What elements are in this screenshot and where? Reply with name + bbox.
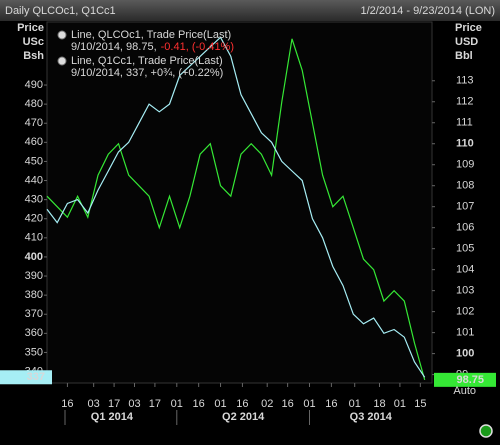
x-tick-label: 16 bbox=[61, 398, 73, 410]
y-tick-label: 430 bbox=[25, 194, 43, 206]
quarter-label: Q1 2014 bbox=[91, 411, 134, 423]
y-tick-label: 470 bbox=[25, 117, 43, 129]
y2-tick-label: 111 bbox=[456, 117, 473, 129]
y2-tick-label: 105 bbox=[456, 243, 474, 255]
y2-tick-label: 104 bbox=[456, 264, 474, 276]
y2-axis-title: Bbl bbox=[455, 50, 473, 62]
y2-tick-label: 112 bbox=[456, 96, 474, 108]
y-tick-label: 370 bbox=[25, 308, 43, 320]
x-tick-label: 01 bbox=[303, 398, 315, 410]
y2-tick-label: 100 bbox=[456, 348, 474, 360]
y-tick-label: 450 bbox=[25, 155, 43, 167]
x-tick-label: 01 bbox=[214, 398, 226, 410]
y-tick-label: 480 bbox=[25, 98, 43, 110]
y-tick-label: 390 bbox=[25, 270, 43, 282]
quarter-label: Q2 2014 bbox=[222, 411, 265, 423]
plot-area bbox=[46, 21, 433, 384]
y2-tick-label: 110 bbox=[456, 138, 474, 150]
series-line bbox=[46, 38, 426, 381]
x-tick-label: 16 bbox=[282, 398, 294, 410]
y2-tick-label: 113 bbox=[456, 75, 474, 87]
legend-entry: Line, Q1Cc1, Trade Price(Last) bbox=[71, 55, 223, 67]
last-value-label: 98.75 bbox=[456, 374, 484, 386]
last-value-box bbox=[434, 372, 496, 387]
legend-icon bbox=[57, 56, 67, 66]
y2-tick-label: 103 bbox=[456, 285, 474, 297]
x-tick-label: 01 bbox=[394, 398, 406, 410]
quarter-label: Q3 2014 bbox=[350, 411, 393, 423]
x-tick-label: 15 bbox=[414, 398, 426, 410]
y-tick-label: 410 bbox=[25, 232, 43, 244]
y2-tick-label: 106 bbox=[456, 222, 474, 234]
x-tick-label: 03 bbox=[128, 398, 140, 410]
last-value-label: 337 bbox=[27, 371, 45, 383]
y2-tick-label: 101 bbox=[456, 327, 474, 339]
x-tick-label: 16 bbox=[236, 398, 248, 410]
header-bar bbox=[0, 0, 500, 21]
y2-tick-label: 109 bbox=[456, 159, 474, 171]
y2-tick-label: 108 bbox=[456, 180, 474, 192]
y-tick-label: 420 bbox=[25, 213, 43, 225]
y-tick-label: 380 bbox=[25, 289, 43, 301]
legend-detail: 9/10/2014, 98.75, -0.41, (-0.41%) bbox=[71, 41, 234, 53]
y-tick-label: 360 bbox=[25, 327, 43, 339]
y2-tick-label: 102 bbox=[456, 306, 474, 318]
y-tick-label: 490 bbox=[25, 79, 43, 91]
legend-detail: 9/10/2014, 337, +0¾, (+0.22%) bbox=[71, 67, 223, 79]
x-tick-label: 03 bbox=[88, 398, 100, 410]
legend-entry: Line, QLCOc1, Trade Price(Last) bbox=[71, 29, 231, 41]
y-tick-label: 350 bbox=[25, 346, 43, 358]
y-axis-title: Bsh bbox=[23, 50, 44, 62]
legend-change: -0.41, (-0.41%) bbox=[161, 41, 234, 53]
chart-title: Daily QLCOc1, Q1Cc1 bbox=[5, 5, 116, 17]
y2-axis-title: Price bbox=[455, 22, 482, 34]
y-axis-title: USc bbox=[23, 36, 44, 48]
y-tick-label: 440 bbox=[25, 174, 43, 186]
legend-detail-text: 9/10/2014, 98.75, bbox=[71, 41, 157, 53]
series-line bbox=[46, 36, 426, 378]
x-tick-label: 18 bbox=[373, 398, 385, 410]
x-tick-label: 17 bbox=[149, 398, 161, 410]
legend-detail-text: 9/10/2014, 337, +0¾, (+0.22%) bbox=[71, 67, 223, 79]
date-range: 1/2/2014 - 9/23/2014 (LON) bbox=[360, 5, 495, 17]
x-tick-label: 01 bbox=[171, 398, 183, 410]
y-tick-label: 400 bbox=[25, 251, 43, 263]
y2-tick-label: 107 bbox=[456, 201, 474, 213]
x-tick-label: 16 bbox=[193, 398, 205, 410]
x-tick-label: 02 bbox=[261, 398, 273, 410]
x-tick-label: 01 bbox=[349, 398, 361, 410]
last-value-box bbox=[0, 370, 52, 385]
y2-axis-title: USD bbox=[455, 36, 478, 48]
y2-scale-mode: Auto bbox=[453, 385, 476, 397]
y-axis-title: Price bbox=[17, 22, 44, 34]
x-tick-label: 16 bbox=[325, 398, 337, 410]
x-tick-label: 17 bbox=[108, 398, 120, 410]
status-indicator[interactable] bbox=[479, 424, 493, 438]
y-tick-label: 460 bbox=[25, 136, 43, 148]
legend-icon bbox=[57, 30, 67, 40]
